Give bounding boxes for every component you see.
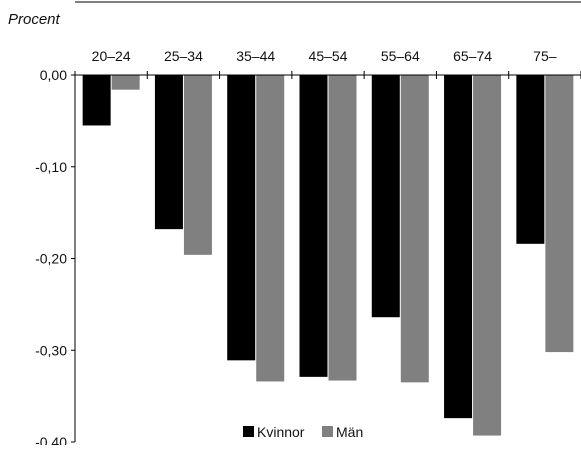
legend-label-kvinnor: Kvinnor [257, 424, 305, 440]
y-tick-label-2: -0,20 [35, 251, 67, 267]
bar-kvinnor-1 [154, 75, 183, 230]
bar-kvinnor-4 [371, 75, 400, 318]
x-tick-label-2: 35–44 [236, 48, 275, 64]
bar-m-n-4 [400, 75, 429, 383]
x-tick-label-0: 20–24 [92, 48, 131, 64]
legend-swatch-m-n [322, 426, 333, 437]
bar-kvinnor-0 [82, 75, 111, 126]
bar-m-n-5 [473, 75, 502, 436]
x-tick-label-1: 25–34 [164, 48, 203, 64]
legend-label-m-n: Män [336, 424, 363, 440]
bar-kvinnor-5 [444, 75, 473, 419]
y-tick-label-0: 0,00 [40, 67, 67, 83]
y-tick-label-4: -0,40 [35, 434, 67, 445]
x-tick-label-5: 65–74 [453, 48, 492, 64]
y-tick-label-1: -0,10 [35, 159, 67, 175]
bar-m-n-6 [545, 75, 574, 353]
bar-kvinnor-3 [299, 75, 328, 377]
legend-swatch-kvinnor [243, 426, 254, 437]
x-tick-label-3: 45–54 [309, 48, 348, 64]
bar-m-n-3 [328, 75, 357, 381]
bar-m-n-2 [256, 75, 285, 382]
x-tick-label-4: 55–64 [381, 48, 420, 64]
bar-m-n-1 [183, 75, 212, 255]
y-axis-label: Procent [8, 11, 61, 28]
bar-m-n-0 [111, 75, 140, 90]
bar-kvinnor-2 [227, 75, 256, 361]
y-tick-label-3: -0,30 [35, 342, 67, 358]
bar-kvinnor-6 [516, 75, 545, 244]
x-tick-label-6: 75– [533, 48, 557, 64]
